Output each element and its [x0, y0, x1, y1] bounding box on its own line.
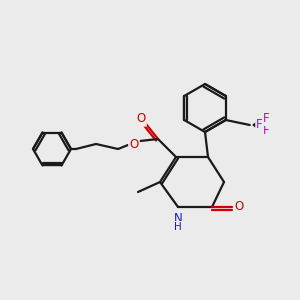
Text: F: F: [263, 124, 269, 137]
Text: H: H: [174, 222, 182, 232]
Text: O: O: [234, 200, 244, 214]
Text: F: F: [256, 118, 262, 131]
Text: N: N: [174, 212, 182, 224]
Text: F: F: [263, 112, 269, 125]
Text: O: O: [136, 112, 146, 125]
Text: O: O: [129, 137, 139, 151]
